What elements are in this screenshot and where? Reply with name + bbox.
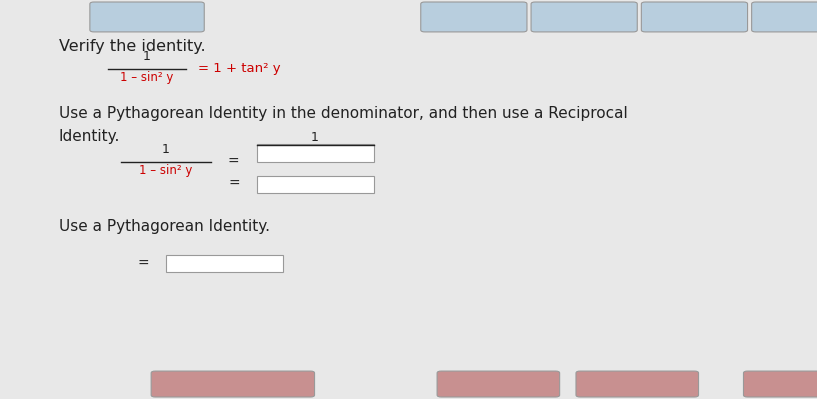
Text: 1: 1 xyxy=(162,143,170,156)
Text: =: = xyxy=(228,177,240,191)
Text: Use a Pythagorean Identity.: Use a Pythagorean Identity. xyxy=(59,219,270,234)
Text: 1 – sin² y: 1 – sin² y xyxy=(139,164,193,177)
Text: =: = xyxy=(137,257,150,271)
Text: Use a Pythagorean Identity in the denominator, and then use a Reciprocal: Use a Pythagorean Identity in the denomi… xyxy=(59,106,627,120)
Text: Identity.: Identity. xyxy=(59,129,120,144)
Text: =: = xyxy=(228,155,239,169)
Text: 1 – sin² y: 1 – sin² y xyxy=(120,71,174,84)
Text: 1: 1 xyxy=(143,50,151,63)
Text: 1: 1 xyxy=(311,130,319,144)
Text: Verify the identity.: Verify the identity. xyxy=(59,39,205,54)
FancyBboxPatch shape xyxy=(166,255,283,272)
Text: = 1 + tan² y: = 1 + tan² y xyxy=(199,62,281,75)
FancyBboxPatch shape xyxy=(257,144,373,162)
FancyBboxPatch shape xyxy=(257,176,373,193)
